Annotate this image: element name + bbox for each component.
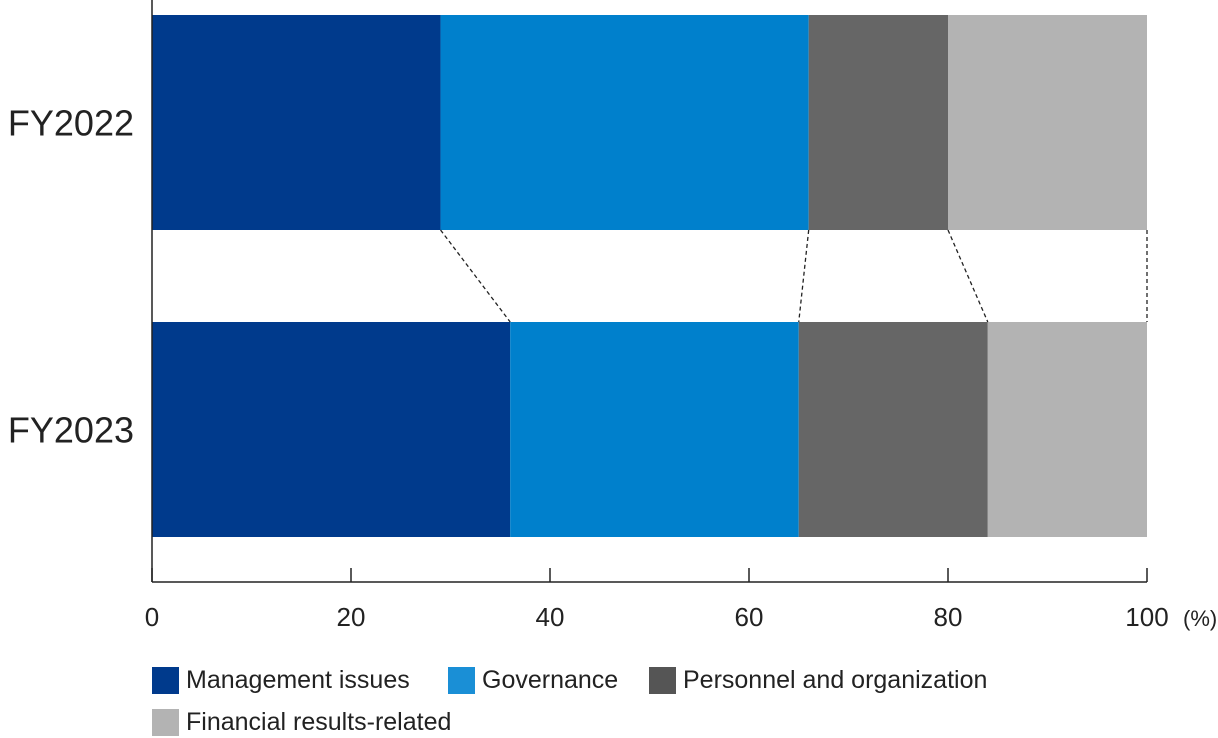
legend-item: Financial results-related — [152, 708, 451, 737]
legend-label: Financial results-related — [186, 708, 452, 736]
x-tick-label: 80 — [934, 602, 963, 632]
legend-item: Management issues — [152, 666, 410, 695]
labels: 0 20 40 60 80 100 (%) FY2022 FY2023 — [8, 103, 1217, 633]
legend-swatch — [448, 667, 475, 694]
bar-fy2022-personnel-and-organization — [808, 15, 948, 230]
bar-fy2023-governance — [510, 322, 799, 537]
x-tick-label: 100 — [1125, 602, 1168, 632]
category-label: FY2022 — [8, 103, 134, 144]
x-axis-unit-label: (%) — [1183, 606, 1217, 631]
category-label: FY2023 — [8, 410, 134, 451]
x-tick-label: 40 — [536, 602, 565, 632]
legend-swatch — [152, 667, 179, 694]
connector-line — [440, 229, 511, 323]
axes — [151, 0, 1148, 583]
bar-group — [152, 15, 1147, 537]
connector-line — [947, 229, 989, 323]
legend-item: Personnel and organization — [649, 666, 987, 695]
legend-label: Governance — [482, 666, 619, 694]
bar-fy2023-personnel-and-organization — [798, 322, 988, 537]
x-tick-label: 0 — [145, 602, 159, 632]
x-tick-label: 20 — [337, 602, 366, 632]
connector-line — [798, 229, 810, 323]
legend-label: Management issues — [186, 666, 410, 694]
x-tick-label: 60 — [735, 602, 764, 632]
bar-fy2022-management-issues — [152, 15, 441, 230]
legend-swatch — [649, 667, 676, 694]
connector-lines — [440, 229, 1148, 323]
bar-fy2022-financial-results-related — [948, 15, 1147, 230]
bar-fy2023-financial-results-related — [987, 322, 1147, 537]
legend-label: Personnel and organization — [683, 666, 988, 694]
bar-fy2022-governance — [440, 15, 809, 230]
bar-fy2023-management-issues — [152, 322, 511, 537]
legend-swatch — [152, 709, 179, 736]
legend-item: Governance — [448, 666, 618, 695]
